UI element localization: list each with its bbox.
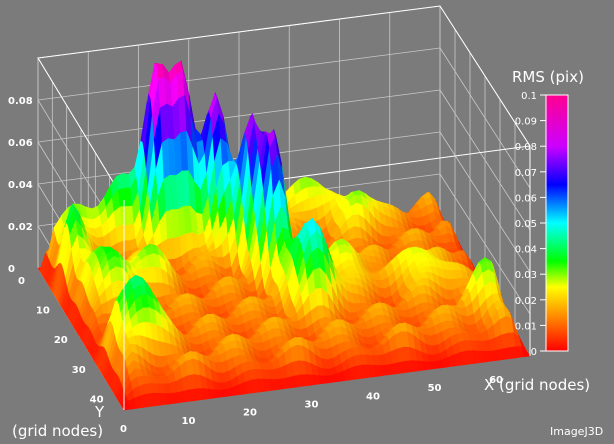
colorbar-tick-label: 0.05 [515, 219, 537, 230]
x-tick-label: 50 [428, 383, 442, 394]
wireframe-box-front [123, 146, 531, 410]
z-tick-label: 0.08 [8, 96, 33, 107]
grid-line [439, 173, 531, 315]
grid-line [439, 131, 531, 273]
colorbar-tick-label: 0.01 [515, 321, 537, 332]
x-tick-label: 60 [489, 375, 503, 386]
colorbar-tick-label: 0.03 [515, 270, 537, 281]
top-rim [37, 5, 531, 201]
x-tick-label: 30 [305, 399, 319, 410]
grid-line [439, 47, 531, 189]
z-tick-label: 0 [8, 264, 15, 275]
colorbar-tick-label: 0.08 [515, 142, 537, 153]
y-tick-label: 20 [54, 335, 68, 346]
x-tick-label: 20 [243, 408, 257, 419]
colorbar-tick-label: 0.04 [515, 245, 537, 256]
watermark: ImageJ3D [550, 425, 603, 438]
grid-line [37, 47, 441, 101]
colorbar-title: RMS (pix) [512, 68, 584, 86]
y-axis-label-line1: Y [94, 403, 105, 421]
colorbar: 0.1 0.09 0.08 0.07 0.06 0.05 0.04 0.03 0.02 0.01 0 [515, 91, 569, 358]
y-tick-label: 30 [72, 365, 86, 376]
z-tick-label: 0.02 [8, 222, 33, 233]
x-tick-label: 40 [366, 391, 380, 402]
colorbar-gradient [545, 94, 569, 352]
x-tick-label: 10 [182, 416, 196, 427]
colorbar-tick-label: 0.1 [521, 91, 537, 102]
grid-line [37, 89, 441, 143]
y-tick-label: 10 [36, 306, 50, 317]
colorbar-tick-label: 0.02 [515, 296, 537, 307]
colorbar-tick-label: 0.09 [515, 117, 537, 128]
y-tick-label: 0 [18, 276, 25, 287]
colorbar-tick-label: 0.06 [515, 193, 537, 204]
colorbar-tick-label: 0 [531, 347, 537, 358]
x-tick-label: 0 [120, 424, 127, 435]
surface [37, 60, 531, 411]
z-tick-label: 0.06 [8, 138, 33, 149]
grid-line [439, 89, 531, 231]
x-axis-label: X (grid nodes) [484, 376, 590, 394]
y-tick-label: 40 [90, 394, 104, 405]
z-tick-label: 0.04 [8, 180, 33, 191]
y-axis-label-line2: (grid nodes) [12, 422, 103, 440]
colorbar-tick-label: 0.07 [515, 168, 537, 179]
